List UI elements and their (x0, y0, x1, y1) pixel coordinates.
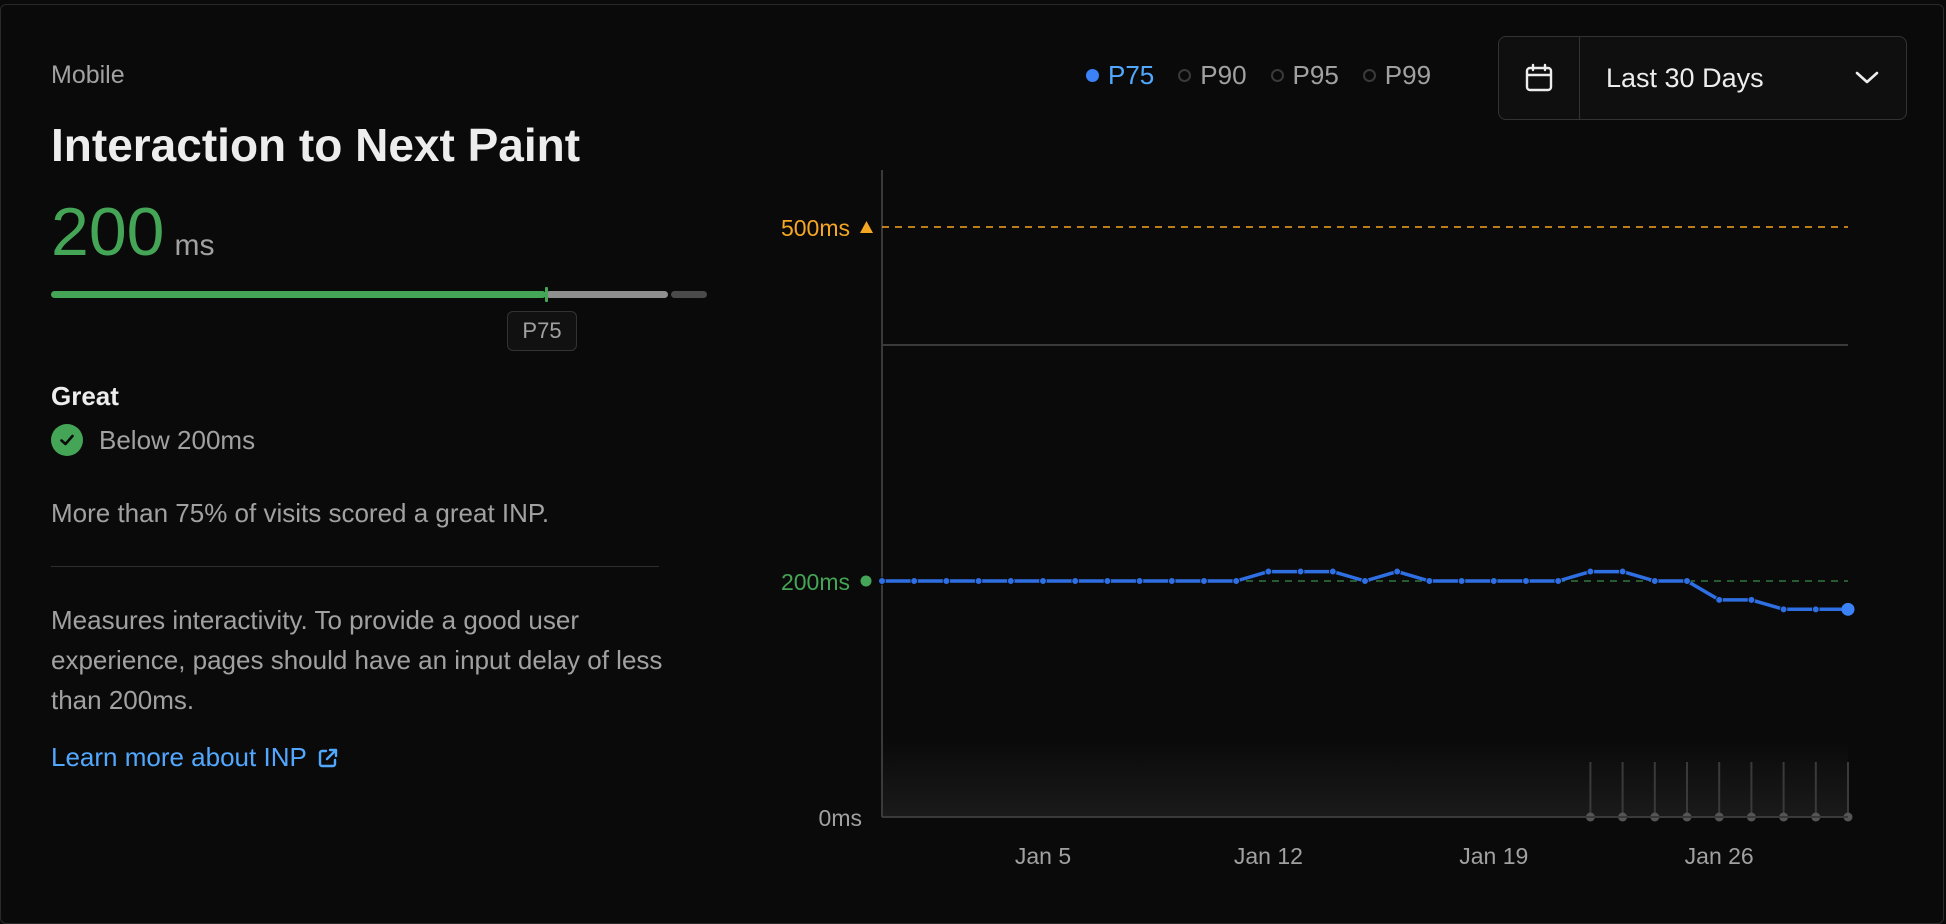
data-point (1522, 577, 1530, 585)
data-point (1039, 577, 1047, 585)
data-point (1812, 605, 1820, 614)
data-point (1841, 602, 1855, 616)
summary-text: More than 75% of visits scored a great I… (51, 498, 550, 528)
date-range-select[interactable]: Last 30 Days (1498, 36, 1907, 120)
y-tick-label: 0ms (819, 805, 862, 831)
divider (51, 566, 659, 567)
metric-description: Measures interactivity. To provide a goo… (51, 605, 663, 715)
data-point (1618, 567, 1627, 576)
x-tick-label: Jan 19 (1459, 843, 1528, 869)
data-point (1264, 567, 1273, 576)
data-point (1200, 577, 1208, 585)
data-point (1651, 577, 1659, 585)
data-point (1683, 577, 1691, 585)
legend-item-p95[interactable]: P95 (1270, 60, 1339, 91)
check-circle-icon (51, 424, 83, 456)
p75-marker-label: P75 (507, 311, 577, 351)
data-point (910, 577, 918, 585)
legend-item-p75[interactable]: P75 (1086, 60, 1154, 91)
data-point (1457, 577, 1466, 585)
data-point (974, 577, 983, 585)
p75-marker (544, 287, 548, 302)
x-tick-label: Jan 5 (1015, 843, 1071, 869)
percentile-legend: P75 P90 P95 P99 (1086, 60, 1455, 91)
y-tick-label: 500ms (781, 215, 850, 241)
bar-segment-2 (670, 291, 707, 298)
legend-label: P99 (1384, 60, 1432, 90)
learn-more-label: Learn more about INP (51, 742, 307, 772)
metric-title: Interaction to Next Paint (51, 119, 581, 171)
data-point (1554, 577, 1562, 585)
data-point (878, 577, 886, 585)
metric-value-row: 200 ms (51, 198, 214, 266)
volume-area (882, 740, 1848, 817)
score-distribution-bar (51, 287, 707, 302)
learn-more-link[interactable]: Learn more about INP (51, 742, 339, 773)
data-point (1103, 577, 1112, 585)
metric-value: 200 (51, 194, 165, 270)
bar-segment-1 (545, 291, 668, 298)
chevron-down-icon (1854, 70, 1880, 86)
data-point (1071, 577, 1079, 585)
poor-threshold-triangle (860, 221, 873, 233)
data-point (1715, 596, 1723, 604)
data-point (1393, 567, 1401, 576)
metric-unit: ms (174, 229, 215, 262)
date-range-label: Last 30 Days (1606, 62, 1764, 93)
legend-dot (1086, 69, 1099, 82)
legend-item-p90[interactable]: P90 (1178, 60, 1247, 91)
external-link-icon (318, 748, 338, 767)
data-point (1006, 577, 1015, 585)
data-point (942, 577, 951, 585)
data-point (1361, 577, 1369, 585)
data-point (1296, 567, 1305, 576)
legend-dot (1270, 69, 1284, 82)
good-threshold-dot (860, 575, 872, 587)
data-point (1490, 577, 1498, 585)
data-point (1586, 567, 1595, 576)
legend-label: P95 (1292, 60, 1339, 90)
legend-item-p99[interactable]: P99 (1362, 60, 1432, 91)
data-point (1135, 577, 1144, 585)
threshold-row: Below 200ms (51, 424, 255, 456)
calendar-icon (1499, 37, 1580, 119)
x-tick-label: Jan 12 (1234, 843, 1303, 869)
data-point (1425, 577, 1434, 585)
data-point (1232, 577, 1240, 585)
legend-dot (1178, 69, 1192, 82)
threshold-text: Below 200ms (99, 424, 256, 455)
x-tick-label: Jan 26 (1685, 843, 1754, 869)
data-point (1779, 605, 1788, 614)
data-point (1168, 577, 1176, 585)
bar-segment-0 (51, 291, 546, 298)
legend-label: P90 (1200, 60, 1247, 90)
legend-dot (1362, 69, 1376, 82)
y-tick-label: 200ms (781, 569, 850, 595)
device-label: Mobile (51, 61, 125, 89)
data-point (1747, 596, 1756, 604)
legend-label: P75 (1108, 60, 1155, 90)
rating-label: Great (51, 381, 119, 411)
data-point (1329, 567, 1337, 576)
